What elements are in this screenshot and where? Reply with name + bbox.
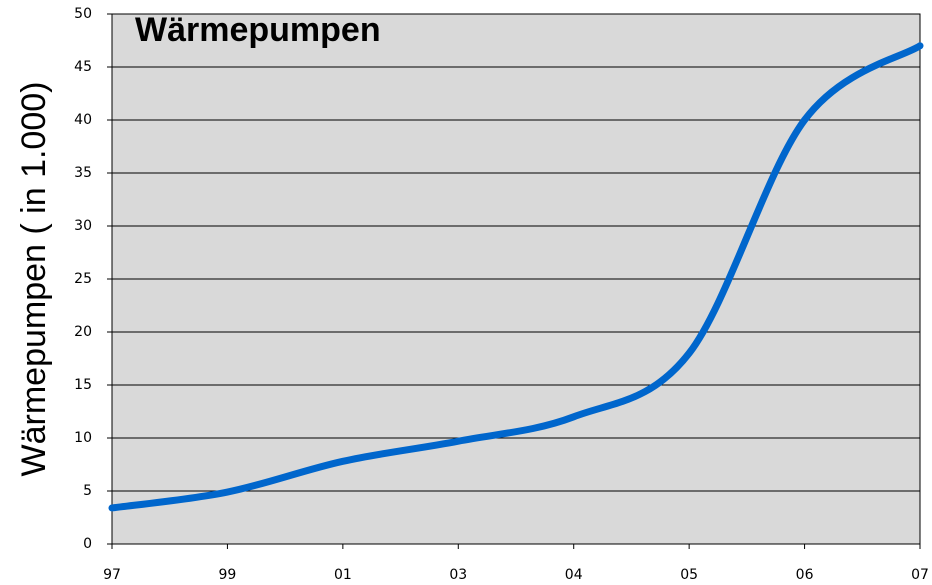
y-tick-label: 40 — [74, 112, 92, 128]
x-tick-label: 97 — [103, 567, 121, 583]
chart-title: Wärmepumpen — [135, 11, 381, 49]
y-tick-label: 25 — [74, 271, 92, 287]
x-tick-label: 07 — [911, 567, 929, 583]
x-tick-label: 99 — [219, 567, 237, 583]
x-tick-label: 03 — [449, 567, 467, 583]
y-tick-label: 5 — [83, 483, 92, 499]
x-tick-label: 01 — [334, 567, 352, 583]
x-tick-label: 04 — [565, 567, 583, 583]
y-tick-label: 0 — [83, 536, 92, 552]
x-tick-label: 06 — [796, 567, 814, 583]
y-tick-label: 20 — [74, 324, 92, 340]
y-tick-label: 15 — [74, 377, 92, 393]
y-axis-label: Wärmepumpen ( in 1.000) — [15, 82, 53, 477]
x-tick-label: 05 — [680, 567, 698, 583]
y-tick-label: 30 — [74, 218, 92, 234]
y-tick-label: 35 — [74, 165, 92, 181]
y-tick-label: 10 — [74, 430, 92, 446]
y-tick-label: 50 — [74, 6, 92, 22]
line — [108, 42, 924, 512]
y-tick-label: 45 — [74, 59, 92, 75]
